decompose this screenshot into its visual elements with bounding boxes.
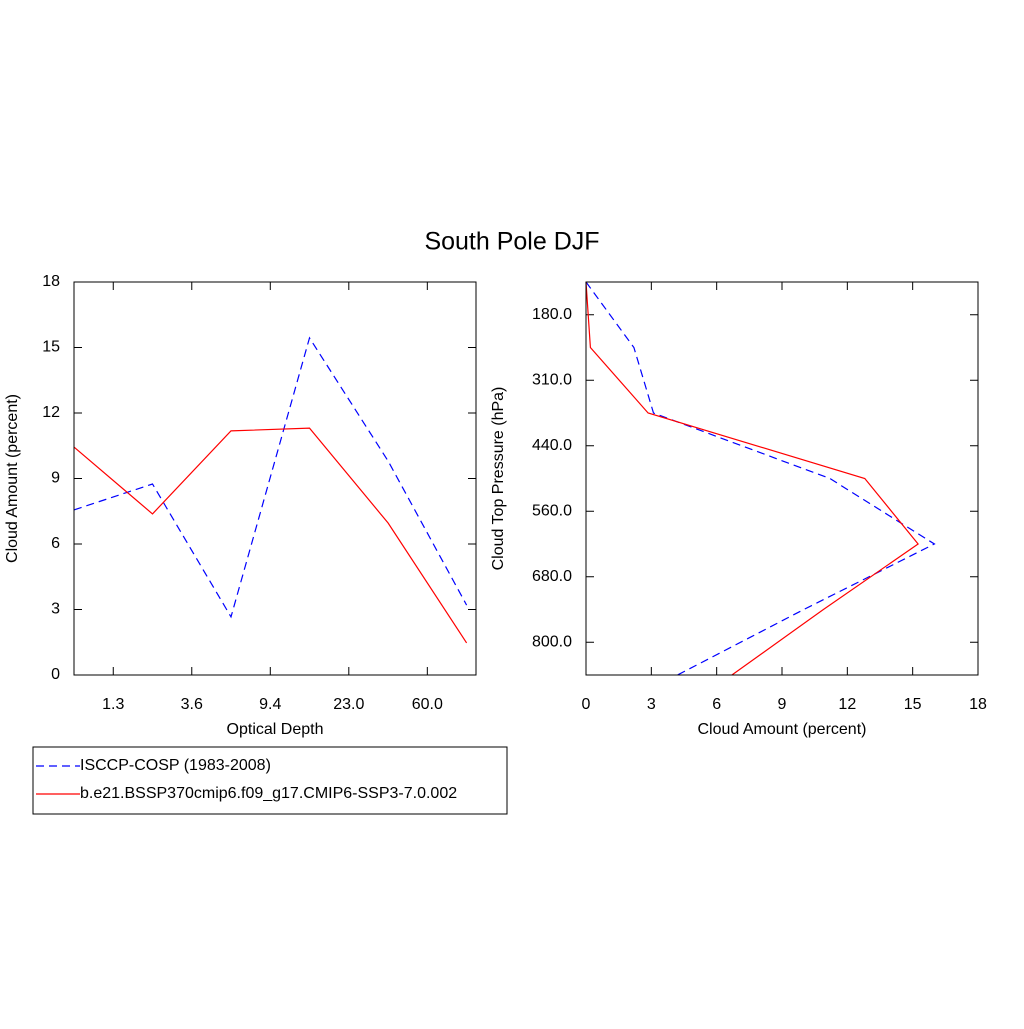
y-tick-label: 0 (51, 666, 60, 683)
y-tick-label: 310.0 (532, 371, 572, 388)
y-tick-label: 440.0 (532, 437, 572, 454)
y-tick-label: 3 (51, 601, 60, 618)
y-tick-label: 680.0 (532, 568, 572, 585)
series-line (585, 281, 919, 676)
x-tick-label: 15 (904, 696, 922, 713)
y-tick-label: 800.0 (532, 633, 572, 650)
legend-label: ISCCP-COSP (1983-2008) (80, 757, 271, 774)
x-tick-label: 23.0 (333, 696, 364, 713)
y-tick-label: 15 (42, 339, 60, 356)
x-axis-label: Optical Depth (227, 721, 324, 738)
x-tick-label: 18 (969, 696, 987, 713)
plot-frame (585, 281, 979, 676)
x-tick-label: 6 (712, 696, 721, 713)
legend-box (32, 746, 508, 815)
x-axis-label: Cloud Amount (percent) (698, 721, 867, 738)
series-line (585, 281, 936, 676)
x-tick-label: 60.0 (412, 696, 443, 713)
plot-frame (73, 281, 477, 676)
y-tick-label: 180.0 (532, 306, 572, 323)
x-tick-label: 9.4 (259, 696, 281, 713)
y-tick-label: 12 (42, 404, 60, 421)
y-axis-label: Cloud Top Pressure (hPa) (490, 387, 507, 571)
y-axis-label: Cloud Amount (percent) (4, 394, 21, 563)
x-tick-label: 9 (778, 696, 787, 713)
y-tick-label: 560.0 (532, 502, 572, 519)
series-line (73, 427, 468, 644)
x-tick-label: 3.6 (181, 696, 203, 713)
figure-title: South Pole DJF (424, 228, 599, 256)
legend-label: b.e21.BSSP370cmip6.f09_g17.CMIP6-SSP3-7.… (80, 785, 457, 802)
y-tick-label: 6 (51, 535, 60, 552)
x-tick-label: 12 (838, 696, 856, 713)
x-tick-label: 1.3 (102, 696, 124, 713)
y-tick-label: 18 (42, 273, 60, 290)
x-tick-label: 3 (647, 696, 656, 713)
y-tick-label: 9 (51, 470, 60, 487)
x-tick-label: 0 (582, 696, 591, 713)
series-line (73, 336, 468, 619)
